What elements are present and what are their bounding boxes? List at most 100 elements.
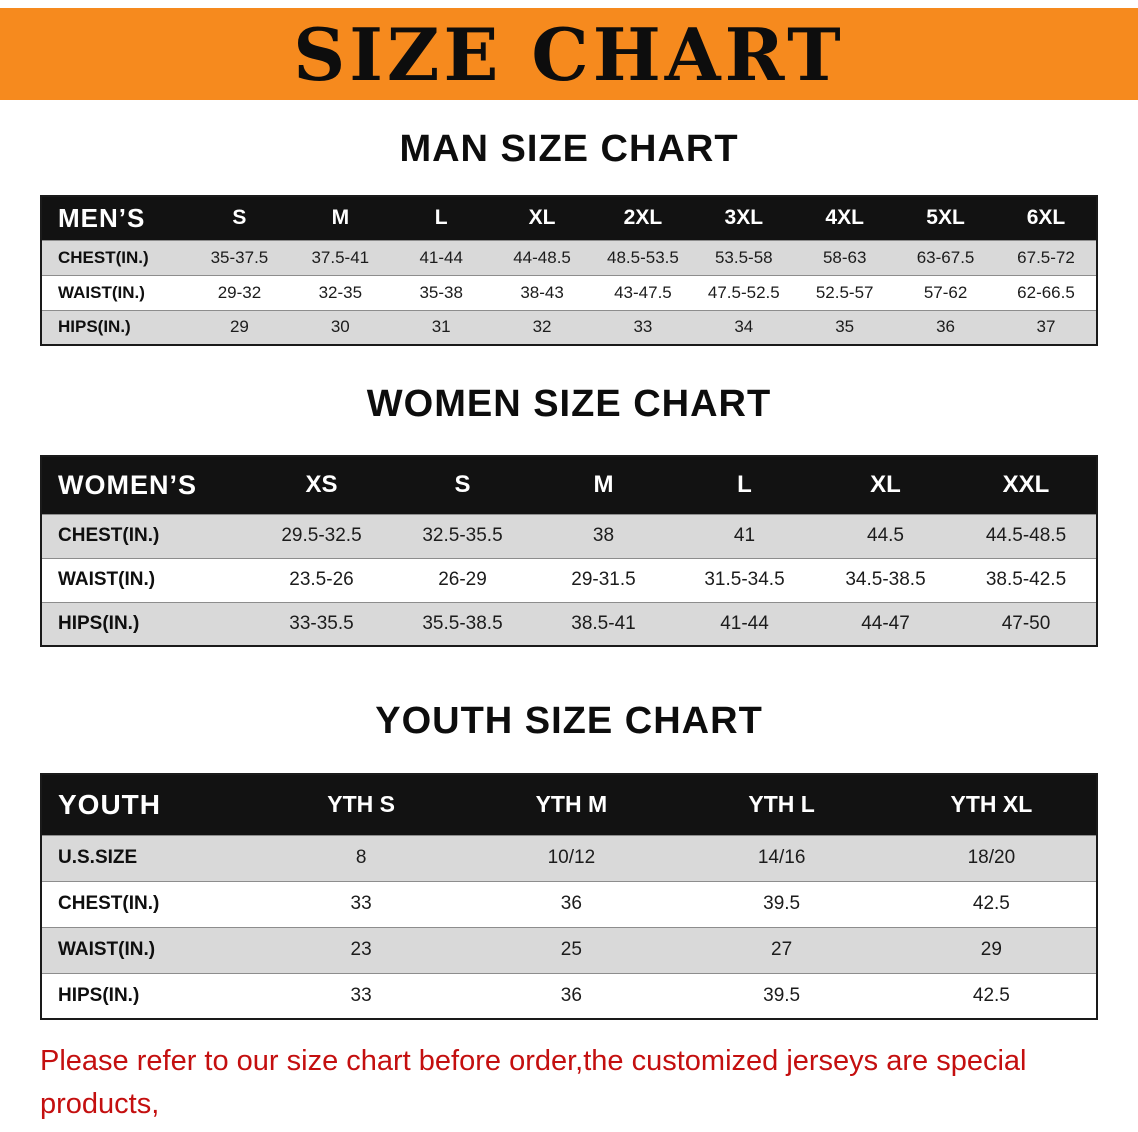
size-column-header: L — [390, 196, 492, 240]
women-table-body: CHEST(IN.) 29.5-32.5 32.5-35.5 38 41 44.5 44.5… — [41, 513, 1097, 646]
size-value: 29.5-32.5 — [251, 513, 392, 558]
size-value: 38-43 — [491, 274, 593, 310]
size-value: 41-44 — [390, 239, 492, 275]
size-column-header: 2XL — [592, 196, 694, 240]
size-value: 34.5-38.5 — [815, 557, 956, 602]
size-value: 43-47.5 — [592, 274, 694, 310]
size-value: 42.5 — [886, 972, 1097, 1019]
disclaimer-line-1: Please refer to our size chart before or… — [40, 1045, 1027, 1120]
size-value: 33 — [256, 880, 467, 927]
size-value: 29-31.5 — [533, 557, 674, 602]
size-column-header: YTH S — [256, 774, 467, 835]
size-value: 29 — [886, 926, 1097, 973]
size-value: 10/12 — [466, 834, 677, 881]
size-value: 44.5-48.5 — [956, 513, 1097, 558]
men-table-body: CHEST(IN.) 35-37.5 37.5-41 41-44 44-48.5 48.5… — [41, 239, 1097, 345]
row-label: HIPS(IN.) — [41, 601, 251, 646]
row-label: HIPS(IN.) — [41, 309, 189, 345]
size-value: 38.5-42.5 — [956, 557, 1097, 602]
size-column-header: YTH XL — [886, 774, 1097, 835]
size-column-header: YTH L — [676, 774, 887, 835]
size-value: 31.5-34.5 — [674, 557, 815, 602]
table-corner-label: MEN’S — [41, 196, 189, 240]
banner-title: SIZE CHART — [293, 11, 845, 97]
disclaimer: Please refer to our size chart before or… — [40, 1040, 1138, 1132]
size-value: 39.5 — [676, 972, 887, 1019]
table-row: HIPS(IN.) 33 36 39.5 42.5 — [41, 972, 1097, 1019]
size-column-header: XXL — [956, 456, 1097, 514]
youth-section-title: YOUTH SIZE CHART — [375, 700, 763, 742]
disclaimer-line-2: we don’t accept cancel, change, teturn o… — [40, 1126, 1138, 1132]
size-column-header: XL — [815, 456, 956, 514]
size-value: 29-32 — [189, 274, 290, 310]
table-row: CHEST(IN.) 35-37.5 37.5-41 41-44 44-48.5 48.5… — [41, 239, 1097, 275]
size-column-header: S — [392, 456, 533, 514]
size-value: 33 — [256, 972, 467, 1019]
size-value: 47-50 — [956, 601, 1097, 646]
size-value: 41-44 — [674, 601, 815, 646]
row-label: CHEST(IN.) — [41, 239, 189, 275]
size-value: 47.5-52.5 — [693, 274, 795, 310]
women-header-row: WOMEN’S XS S M L XL XXL — [41, 456, 1097, 514]
size-column-header: M — [533, 456, 674, 514]
size-value: 32.5-35.5 — [392, 513, 533, 558]
size-value: 39.5 — [676, 880, 887, 927]
size-value: 67.5-72 — [996, 239, 1097, 275]
table-row: WAIST(IN.) 29-32 32-35 35-38 38-43 43-47.5 47.… — [41, 274, 1097, 310]
size-value: 33 — [592, 309, 694, 345]
women-section-title: WOMEN SIZE CHART — [366, 383, 772, 425]
size-value: 35.5-38.5 — [392, 601, 533, 646]
size-value: 62-66.5 — [996, 274, 1097, 310]
table-row: CHEST(IN.) 29.5-32.5 32.5-35.5 38 41 44.5 44.5… — [41, 513, 1097, 558]
row-label: CHEST(IN.) — [41, 513, 251, 558]
table-row: WAIST(IN.) 23 25 27 29 — [41, 926, 1097, 973]
women-size-table: WOMEN’S XS S M L XL XXL CHEST(IN.) 29.5-32.5 32.… — [40, 455, 1098, 647]
men-size-section: MAN SIZE CHART MEN’S S M L XL 2XL 3XL 4XL 5XL 6XL… — [0, 128, 1138, 346]
size-value: 41 — [674, 513, 815, 558]
size-value: 58-63 — [794, 239, 896, 275]
women-size-section: WOMEN SIZE CHART WOMEN’S XS S M L XL XXL CHEST… — [0, 383, 1138, 647]
size-value: 52.5-57 — [794, 274, 896, 310]
size-value: 36 — [466, 972, 677, 1019]
table-row: CHEST(IN.) 33 36 39.5 42.5 — [41, 880, 1097, 927]
size-value: 8 — [256, 834, 467, 881]
table-row: WAIST(IN.) 23.5-26 26-29 29-31.5 31.5-34.5 34… — [41, 557, 1097, 602]
size-value: 53.5-58 — [693, 239, 795, 275]
size-value: 63-67.5 — [895, 239, 996, 275]
size-value: 36 — [466, 880, 677, 927]
size-column-header: 4XL — [794, 196, 896, 240]
size-value: 34 — [693, 309, 795, 345]
youth-table-body: U.S.SIZE 8 10/12 14/16 18/20 CHEST(IN.) 33 36 39… — [41, 834, 1097, 1019]
size-value: 23.5-26 — [251, 557, 392, 602]
size-value: 23 — [256, 926, 467, 973]
size-value: 37 — [996, 309, 1097, 345]
size-value: 57-62 — [895, 274, 996, 310]
size-column-header: XS — [251, 456, 392, 514]
size-value: 29 — [189, 309, 290, 345]
table-corner-label: YOUTH — [41, 774, 256, 835]
size-value: 44-47 — [815, 601, 956, 646]
size-value: 44.5 — [815, 513, 956, 558]
size-value: 33-35.5 — [251, 601, 392, 646]
size-value: 35 — [794, 309, 896, 345]
men-size-table: MEN’S S M L XL 2XL 3XL 4XL 5XL 6XL CHEST(IN.) 35-3… — [40, 195, 1098, 346]
table-row: HIPS(IN.) 29 30 31 32 33 34 35 36 37 — [41, 309, 1097, 345]
row-label: U.S.SIZE — [41, 834, 256, 881]
size-column-header: XL — [491, 196, 593, 240]
size-value: 31 — [390, 309, 492, 345]
table-corner-label: WOMEN’S — [41, 456, 251, 514]
size-value: 18/20 — [886, 834, 1097, 881]
size-value: 35-37.5 — [189, 239, 290, 275]
size-column-header: 5XL — [895, 196, 996, 240]
size-column-header: 3XL — [693, 196, 795, 240]
size-value: 44-48.5 — [491, 239, 593, 275]
size-value: 25 — [466, 926, 677, 973]
size-column-header: M — [289, 196, 391, 240]
size-value: 32 — [491, 309, 593, 345]
row-label: CHEST(IN.) — [41, 880, 256, 927]
youth-size-table: YOUTH YTH S YTH M YTH L YTH XL U.S.SIZE 8 10/1… — [40, 773, 1098, 1020]
size-value: 38.5-41 — [533, 601, 674, 646]
size-value: 36 — [895, 309, 996, 345]
size-column-header: YTH M — [466, 774, 677, 835]
